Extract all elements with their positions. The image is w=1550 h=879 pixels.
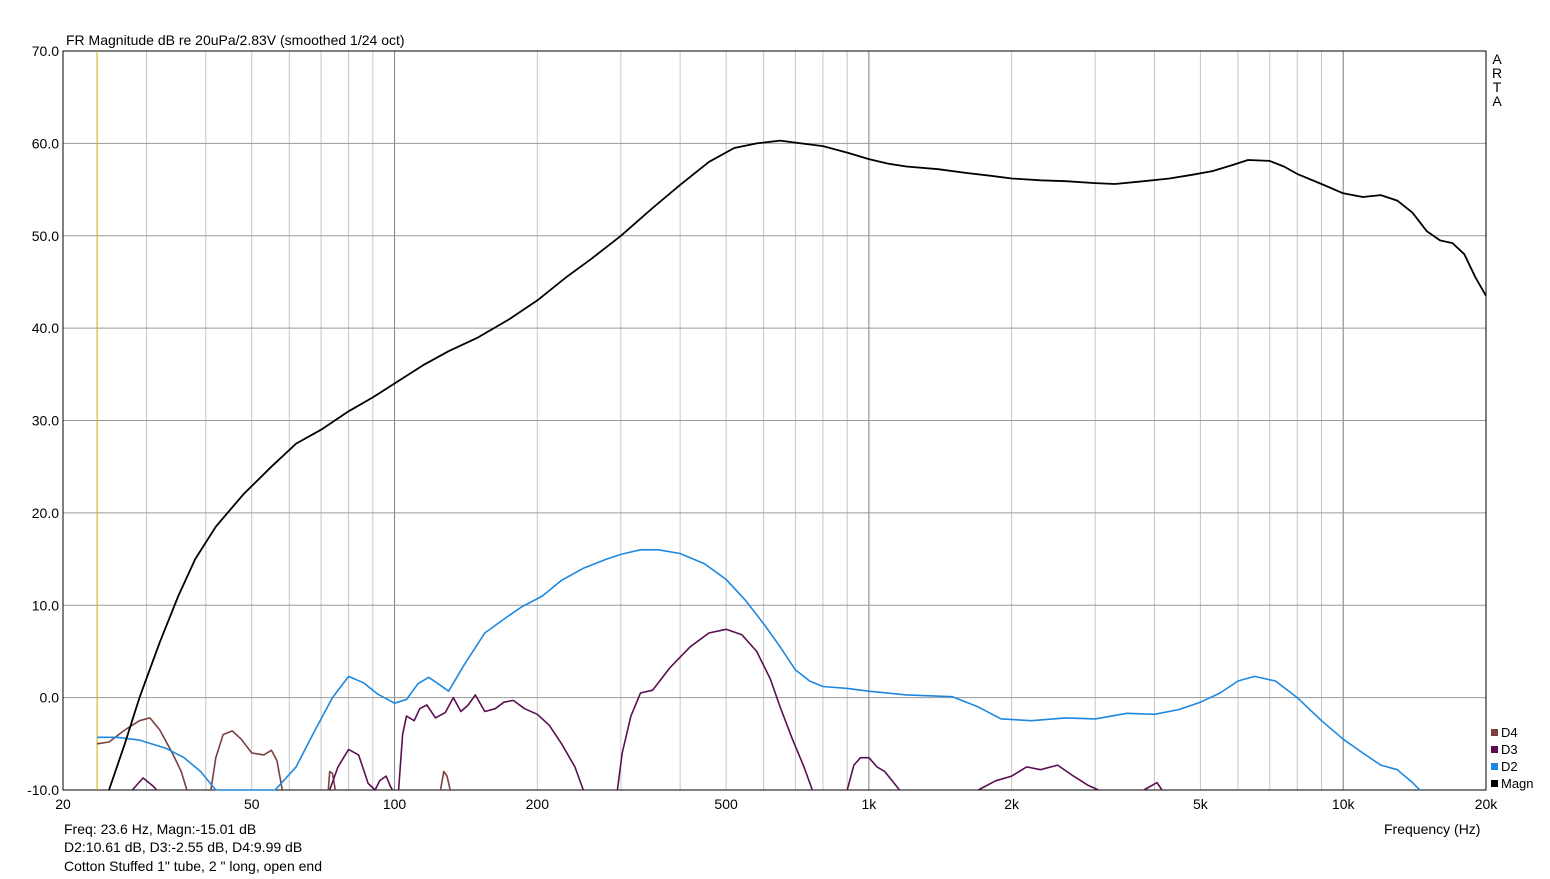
watermark-letter: A	[1492, 51, 1502, 67]
series-line-d3	[977, 764, 1099, 791]
y-tick-label: -10.0	[27, 782, 59, 798]
legend-swatch	[1491, 729, 1498, 736]
series-line-d4	[210, 730, 284, 791]
series-line-d2	[97, 549, 1421, 791]
x-tick-label: 500	[714, 796, 738, 812]
legend-item-d4[interactable]: D4	[1491, 724, 1534, 741]
legend-label: Magn	[1501, 776, 1534, 791]
y-tick-label: 50.0	[32, 228, 59, 244]
series-line-d3	[131, 777, 158, 791]
series-line-d3	[328, 748, 394, 791]
series-line-d3	[616, 628, 814, 791]
series-line-d3	[397, 694, 585, 791]
y-tick-label: 70.0	[32, 43, 59, 59]
legend-label: D3	[1501, 742, 1518, 757]
legend: D4 D3 D2 Magn	[1491, 724, 1534, 792]
legend-item-magn[interactable]: Magn	[1491, 775, 1534, 792]
y-tick-label: 20.0	[32, 505, 59, 521]
axis-labels: -10.0 0.0 10.0 20.0 30.0 40.0 50.0 60.0 70.0 20 50…	[27, 43, 1498, 812]
y-tick-label: 40.0	[32, 320, 59, 336]
legend-swatch	[1491, 746, 1498, 753]
y-tick-label: 0.0	[40, 690, 60, 706]
series-layer	[96, 139, 1487, 791]
series-line-d3	[846, 756, 901, 791]
series-line-magn	[108, 139, 1487, 791]
series-line-d4	[439, 770, 451, 791]
arta-watermark: A R T A	[1491, 52, 1503, 108]
series-line-d3	[1143, 781, 1163, 791]
x-tick-label: 200	[526, 796, 550, 812]
cursor-readout-frequency: Freq: 23.6 Hz, Magn:-15.01 dB	[64, 821, 257, 837]
x-axis-label: Frequency (Hz)	[1384, 821, 1481, 837]
legend-item-d3[interactable]: D3	[1491, 741, 1534, 758]
plot-area-frame	[62, 50, 1487, 791]
legend-item-d2[interactable]: D2	[1491, 758, 1534, 775]
grid-major	[63, 51, 1486, 790]
x-tick-label: 1k	[861, 796, 877, 812]
watermark-letter: R	[1491, 65, 1503, 81]
x-tick-label: 5k	[1193, 796, 1209, 812]
legend-label: D4	[1501, 725, 1518, 740]
x-tick-label: 100	[383, 796, 407, 812]
watermark-letter: T	[1492, 79, 1502, 95]
series-line-d4	[327, 770, 337, 791]
chart-title: FR Magnitude dB re 20uPa/2.83V (smoothed…	[66, 32, 405, 48]
x-tick-label: 50	[244, 796, 260, 812]
measurement-caption: Cotton Stuffed 1" tube, 2 " long, open e…	[64, 858, 322, 874]
legend-swatch	[1491, 763, 1498, 770]
x-tick-label: 10k	[1332, 796, 1356, 812]
x-tick-label: 20k	[1475, 796, 1499, 812]
y-tick-label: 10.0	[32, 597, 59, 613]
watermark-letter: A	[1492, 93, 1502, 109]
y-tick-label: 60.0	[32, 135, 59, 151]
x-tick-label: 20	[55, 796, 71, 812]
legend-swatch	[1491, 780, 1498, 787]
legend-label: D2	[1501, 759, 1518, 774]
y-tick-label: 30.0	[32, 413, 59, 429]
cursor-readout-distortion: D2:10.61 dB, D3:-2.55 dB, D4:9.99 dB	[64, 839, 303, 855]
x-tick-label: 2k	[1004, 796, 1020, 812]
